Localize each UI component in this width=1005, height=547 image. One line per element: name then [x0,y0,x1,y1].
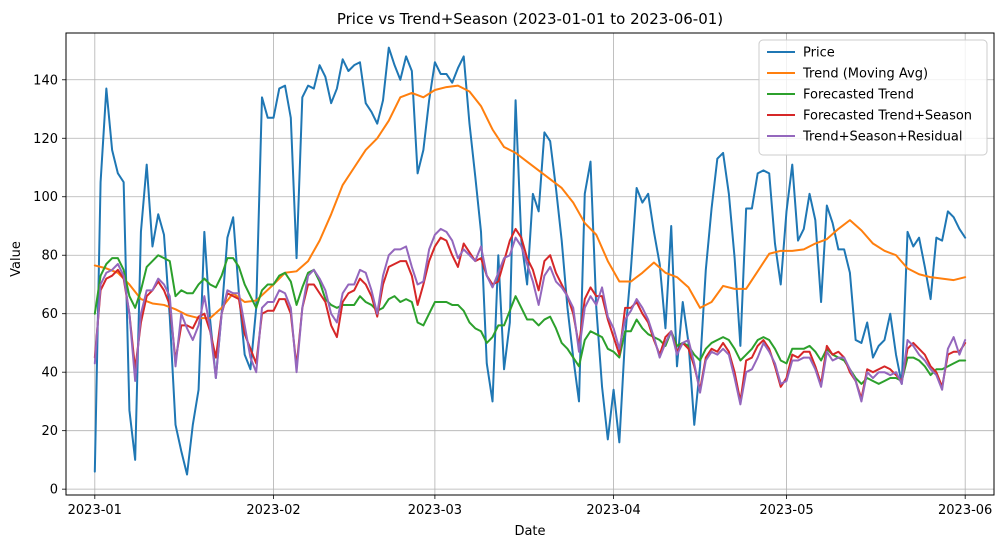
series-line-trend-season-residual [93,227,967,406]
x-tick-label: 2023-02 [246,503,300,518]
legend-label: Forecasted Trend [803,88,914,103]
legend: Price Trend (Moving Avg) Forecasted Trend F… [758,39,988,156]
legend-label: Price [803,46,835,61]
y-tick-label: 40 [41,366,58,381]
y-tick-label: 60 [41,307,58,322]
x-tick-label: 2023-04 [586,503,640,518]
y-tick-label: 100 [33,190,58,205]
plot-lines [93,46,967,476]
plot-frame [65,32,995,496]
chart-title: Price vs Trend+Season (2023-01-01 to 202… [337,10,723,28]
y-tick-label: 20 [41,424,58,439]
legend-label: Trend+Season+Residual [802,130,962,145]
x-tick-label: 2023-01 [68,503,122,518]
y-tick-label: 0 [50,483,58,498]
legend-box [758,39,988,156]
y-axis-label: Value [9,241,24,277]
y-tick-label: 120 [33,132,58,147]
y-tick-label: 140 [33,73,58,88]
x-tick-label: 2023-03 [408,503,462,518]
series-line-forecasted-trend [93,254,967,385]
grid-lines [66,33,994,495]
legend-label: Forecasted Trend+Season [803,109,972,124]
x-axis-label: Date [514,524,545,539]
y-tick-label: 80 [41,249,58,264]
legend-label: Trend (Moving Avg) [802,67,928,82]
axis-ticks: 2023-01 2023-02 2023-03 2023-04 2023-05 2023-… [33,73,992,518]
x-tick-label: 2023-06 [938,503,992,518]
x-tick-label: 2023-05 [759,503,813,518]
